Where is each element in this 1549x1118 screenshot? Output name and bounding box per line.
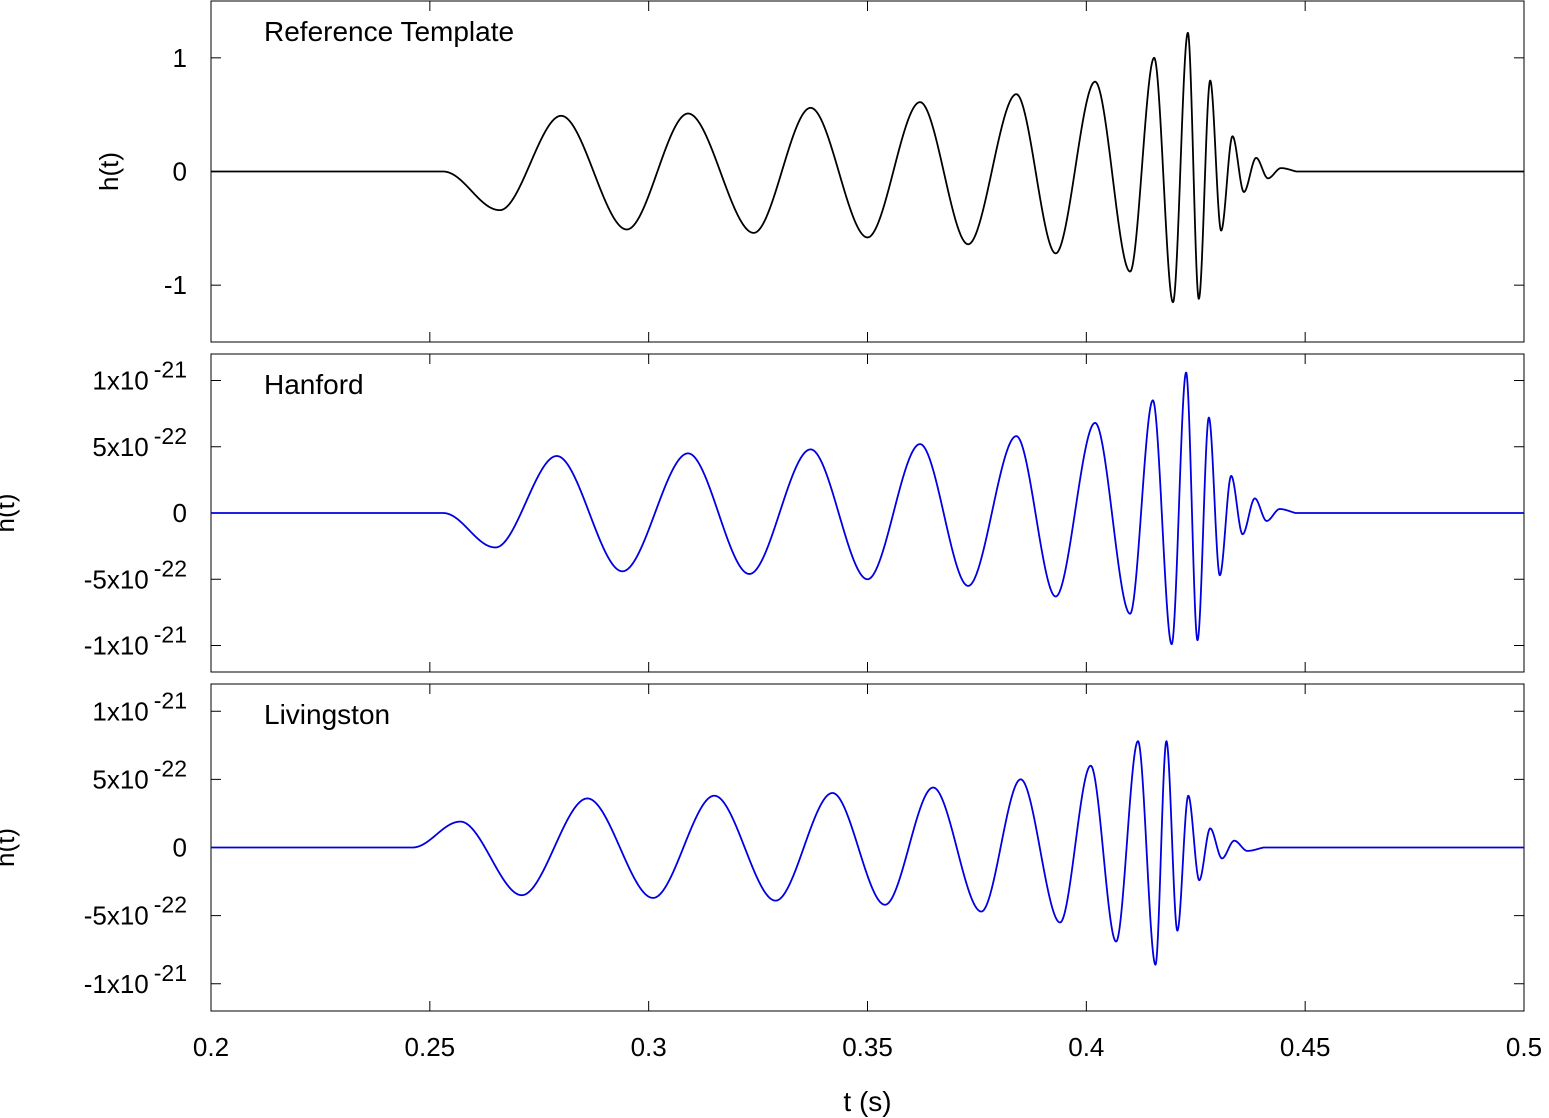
y-tick-label: 0 <box>173 498 187 528</box>
x-tick-label: 0.45 <box>1280 1032 1331 1062</box>
y-tick-base: -1x10 <box>84 969 149 999</box>
y-tick-label: -1x10 -21 <box>84 622 187 661</box>
x-axis-label: t (s) <box>843 1086 891 1117</box>
y-tick-base: -1x10 <box>84 631 149 661</box>
y-tick-base: 0 <box>173 498 187 528</box>
panel-title: Hanford <box>264 369 364 400</box>
y-tick-exponent: -21 <box>154 960 187 986</box>
x-tick-label: 0.4 <box>1068 1032 1104 1062</box>
y-tick-exponent: -22 <box>154 892 187 918</box>
y-tick-exponent: -22 <box>154 755 187 781</box>
y-tick-base: 0 <box>173 157 187 187</box>
y-tick-label: 0 <box>173 157 187 187</box>
y-tick-exponent: -21 <box>154 687 187 713</box>
y-axis-label: h(t) <box>0 494 20 533</box>
y-tick-label: -5x10 -22 <box>84 555 187 594</box>
y-tick-base: 5x10 <box>92 432 148 462</box>
waveform-line <box>210 740 1525 966</box>
x-tick-label: 0.35 <box>842 1032 893 1062</box>
y-tick-base: -5x10 <box>84 564 149 594</box>
y-tick-label: 5x10 -22 <box>92 755 187 794</box>
y-tick-base: 0 <box>173 833 187 863</box>
x-tick-label: 0.3 <box>631 1032 667 1062</box>
y-tick-label: 1 <box>173 43 187 73</box>
y-tick-base: -5x10 <box>84 901 149 931</box>
y-tick-base: 1 <box>173 43 187 73</box>
y-tick-base: 1x10 <box>92 366 148 396</box>
y-tick-exponent: -22 <box>154 423 187 449</box>
y-axis-label: h(t) <box>0 828 20 867</box>
y-tick-base: 1x10 <box>92 696 148 726</box>
waveform-line <box>210 371 1525 646</box>
x-tick-label: 0.2 <box>193 1032 229 1062</box>
y-tick-label: -5x10 -22 <box>84 892 187 931</box>
x-tick-label: 0.25 <box>405 1032 456 1062</box>
y-tick-exponent: -21 <box>154 357 187 383</box>
y-tick-base: -1 <box>164 270 187 300</box>
shared-x-axis: 0.2 0.25 0.3 0.35 0.4 0.45 0.5 t (s) <box>193 1032 1542 1117</box>
y-tick-base: 5x10 <box>92 764 148 794</box>
panel-title: Livingston <box>264 699 390 730</box>
y-tick-label: 5x10 -22 <box>92 423 187 462</box>
waveform-line <box>210 31 1525 304</box>
y-tick-exponent: -22 <box>154 555 187 581</box>
y-tick-label: 1x10 -21 <box>92 687 187 726</box>
panel-1: 1 0 -1 h(t) Reference Template <box>94 0 1525 343</box>
y-tick-label: -1 <box>164 270 187 300</box>
y-tick-label: 0 <box>173 833 187 863</box>
y-tick-label: -1x10 -21 <box>84 960 187 999</box>
y-tick-label: 1x10 -21 <box>92 357 187 396</box>
x-tick-label: 0.5 <box>1506 1032 1542 1062</box>
panel-title: Reference Template <box>264 16 514 47</box>
y-tick-exponent: -21 <box>154 622 187 648</box>
y-axis-label: h(t) <box>94 152 124 191</box>
